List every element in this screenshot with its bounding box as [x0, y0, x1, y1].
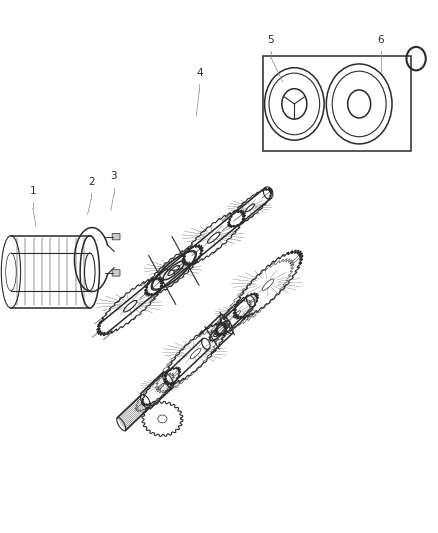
- Text: 2: 2: [88, 176, 95, 187]
- Text: 5: 5: [267, 35, 274, 45]
- Text: 4: 4: [196, 68, 203, 78]
- Bar: [263, 56, 411, 151]
- FancyBboxPatch shape: [112, 233, 120, 240]
- FancyBboxPatch shape: [112, 270, 120, 276]
- Text: 1: 1: [29, 185, 36, 196]
- Text: 3: 3: [110, 171, 117, 181]
- Text: 6: 6: [378, 35, 385, 45]
